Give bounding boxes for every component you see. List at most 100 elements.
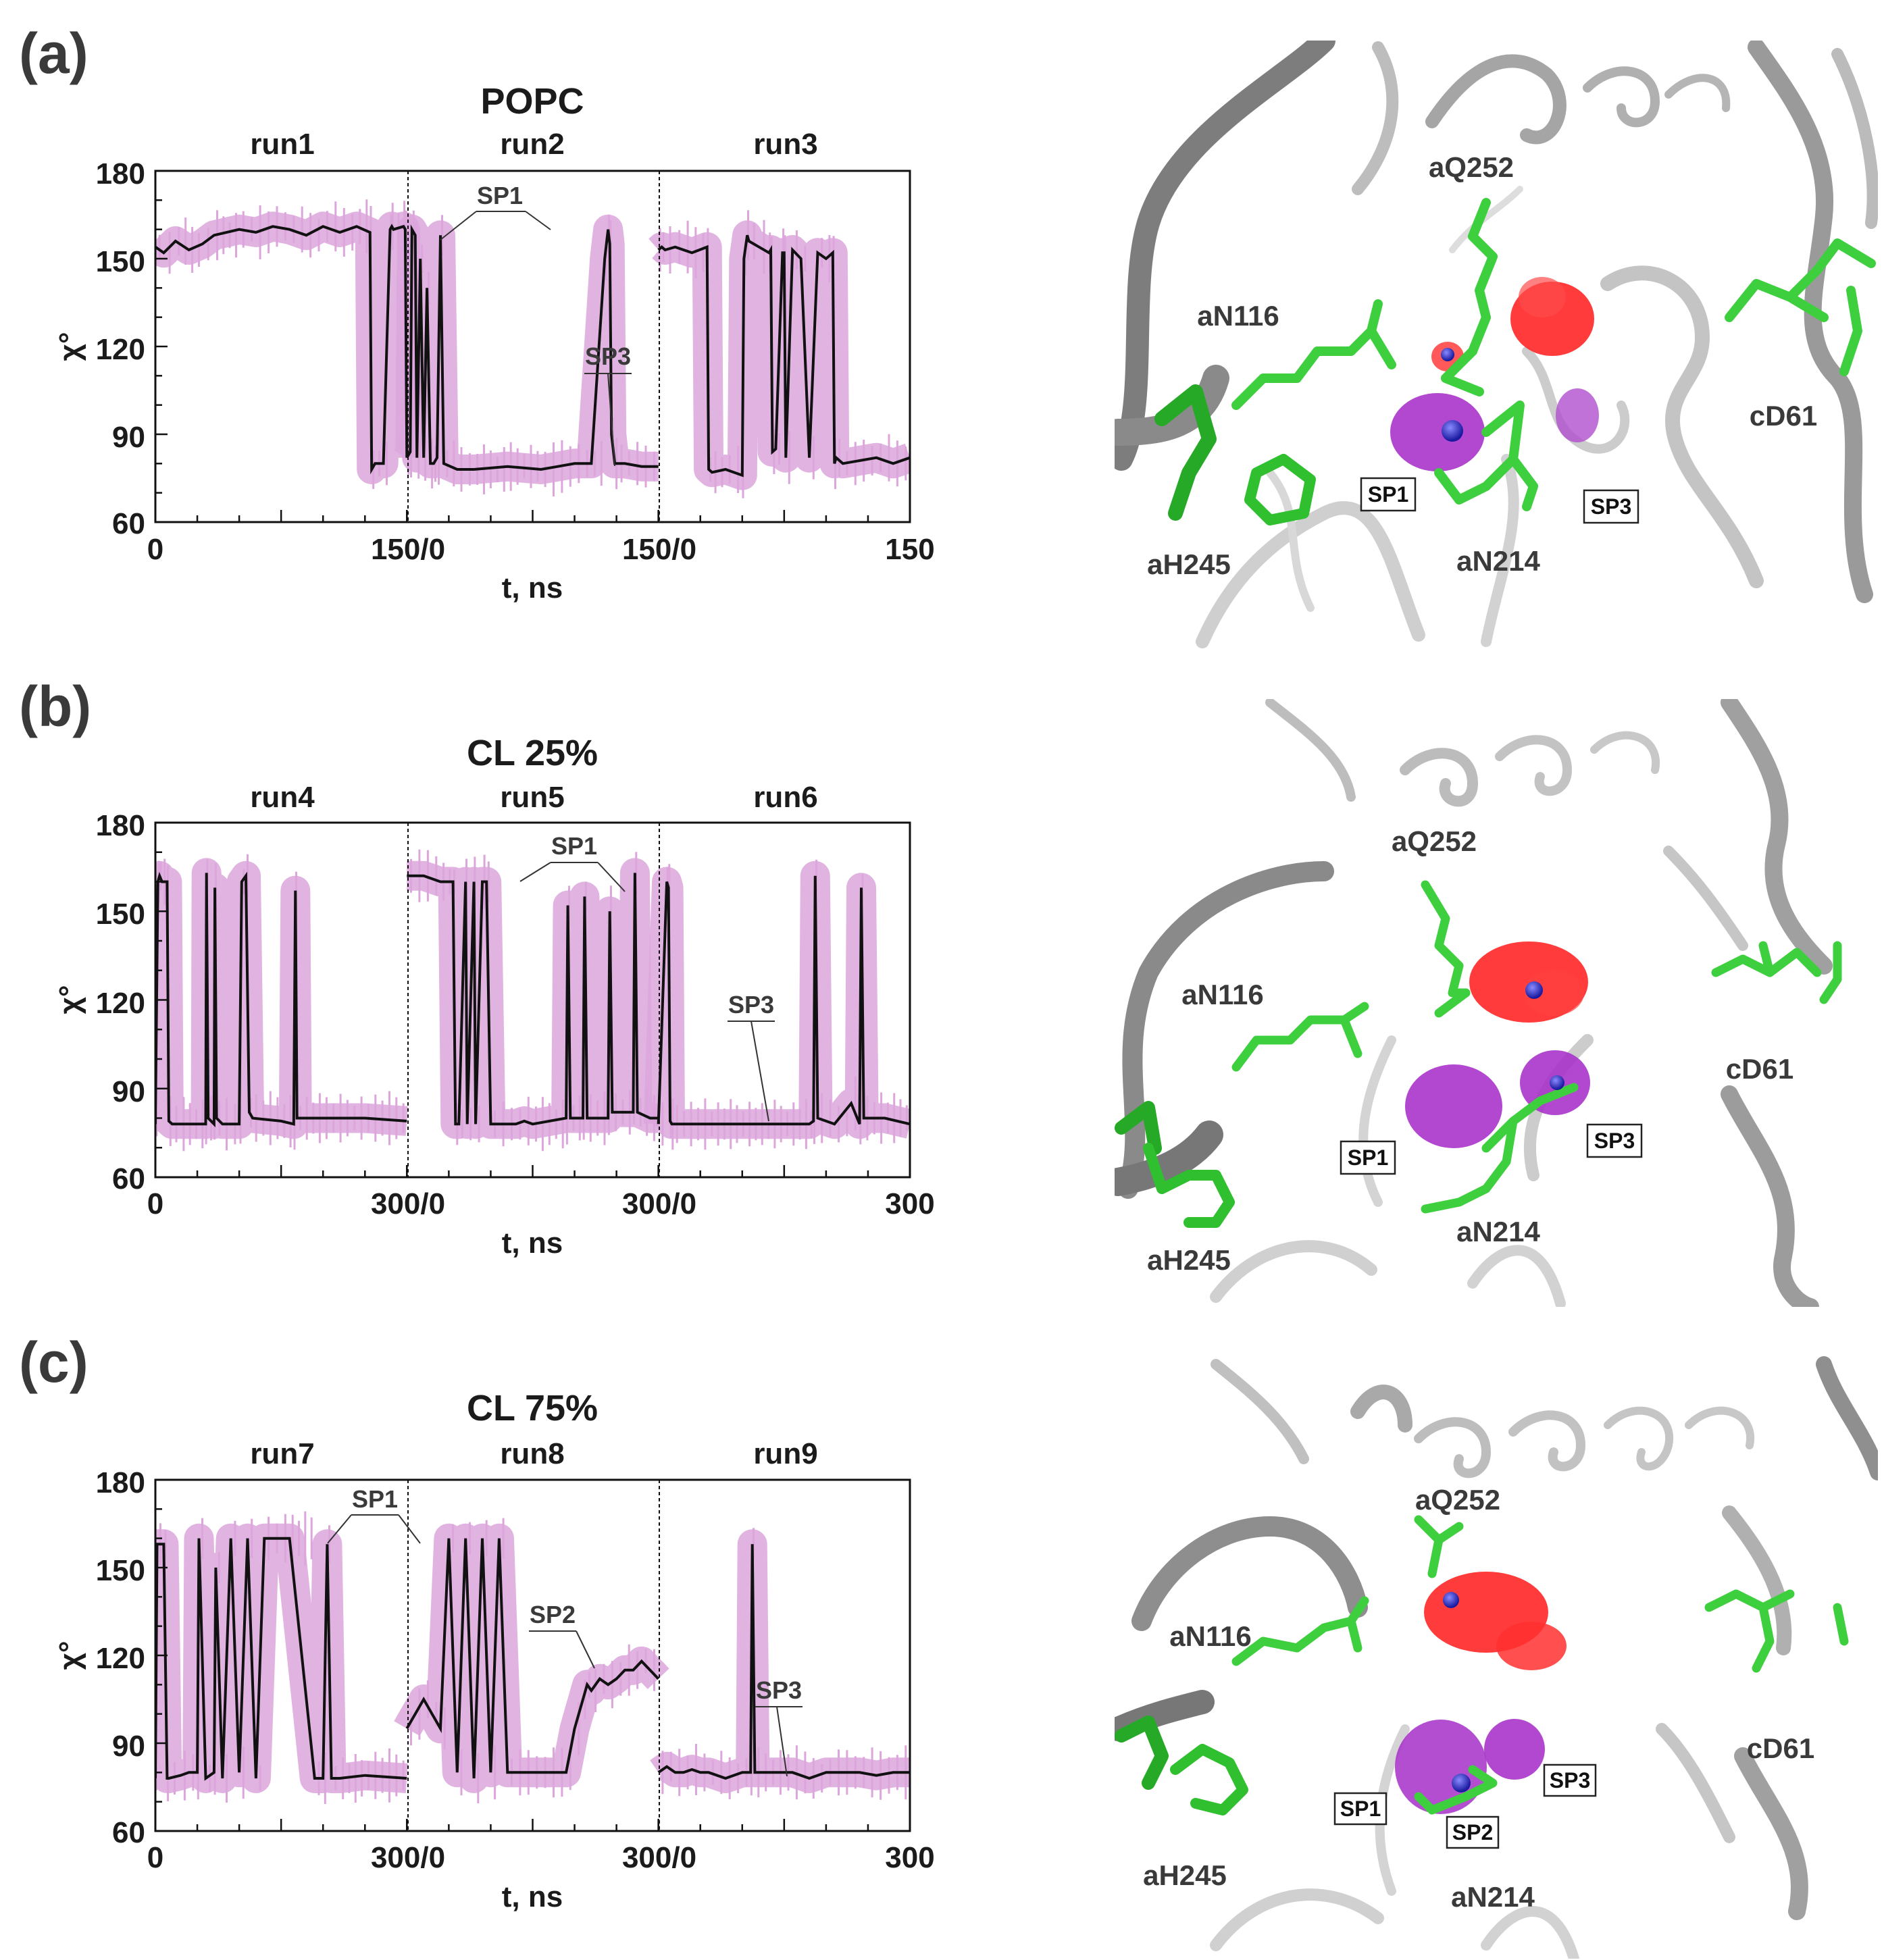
annotation-sp1-a: SP1 [440, 182, 551, 240]
series-line-run4 [155, 871, 407, 1128]
xtick-300-0b: 300/0 [622, 1841, 696, 1874]
xtick-300: 300 [885, 1841, 934, 1874]
noise-band-b [155, 849, 910, 1152]
xtick-300-0: 300/0 [371, 1187, 445, 1220]
svg-text:SP1: SP1 [1348, 1145, 1388, 1170]
ticks-c [154, 1478, 911, 1832]
noise-band-run6 [643, 860, 910, 1139]
label-aq252: aQ252 [1429, 151, 1514, 183]
panel-letter-b: (b) [19, 675, 91, 738]
chart-title-a: POPC [480, 81, 584, 122]
ion-sphere [1443, 1592, 1459, 1608]
noise-band-a [155, 199, 910, 498]
xtick-0: 0 [147, 533, 163, 566]
svg-text:SP3: SP3 [1550, 1768, 1590, 1793]
ytick-180: 180 [96, 809, 145, 842]
ion-sphere [1550, 1075, 1564, 1090]
svg-text:SP1: SP1 [1368, 482, 1408, 507]
trace-group-b [155, 871, 910, 1128]
protein-ribbons [1115, 41, 1878, 648]
ytick-120: 120 [96, 1642, 145, 1675]
series-line-run7 [155, 1537, 407, 1781]
noise-band-run5 [407, 858, 665, 1139]
run-label-1: run1 [250, 128, 314, 161]
residue-sticks [1115, 880, 1842, 1228]
svg-text:SP3: SP3 [585, 342, 631, 370]
ytick-180: 180 [96, 1466, 145, 1499]
xtick-0: 0 [147, 1187, 163, 1220]
run-label-2: run2 [500, 128, 564, 161]
annotation-sp1-b: SP1 [519, 832, 626, 892]
chart-title-c: CL 75% [467, 1388, 598, 1428]
svg-text:SP3: SP3 [728, 991, 774, 1018]
cloud-red [1424, 1572, 1567, 1670]
run-label-4: run4 [250, 781, 315, 814]
label-aq252: aQ252 [1415, 1484, 1500, 1516]
site-box-sp3: SP3 [1586, 1123, 1643, 1158]
xtick-0: 0 [147, 1841, 163, 1874]
label-an116: aN116 [1169, 1620, 1251, 1652]
ytick-150: 150 [96, 245, 145, 278]
trace-group-c [155, 1537, 910, 1781]
ytick-150: 150 [96, 1554, 145, 1587]
annotation-sp3-c: SP3 [755, 1676, 803, 1777]
panel-c: (c) CL 75% run7 run8 run9 180 150 120 90… [19, 1331, 935, 1913]
label-an214: aN214 [1456, 1216, 1540, 1247]
xtick-300-0: 300/0 [371, 1841, 445, 1874]
site-box-sp1: SP1 [1360, 477, 1417, 512]
xtick-150-0: 150/0 [371, 533, 445, 566]
annotation-sp3-a: SP3 [584, 342, 632, 467]
ticks-a [154, 170, 911, 523]
annotation-sp1-c: SP1 [327, 1485, 421, 1544]
ytick-90: 90 [112, 1730, 145, 1763]
ytick-180: 180 [96, 157, 145, 190]
ytick-90: 90 [112, 1075, 145, 1108]
run-label-5: run5 [500, 781, 564, 814]
ion-sphere [1452, 1774, 1471, 1793]
svg-text:SP1: SP1 [352, 1485, 398, 1513]
panel-a: (a) POPC run1 run2 run3 180 150 120 90 6… [19, 22, 935, 604]
ytick-120: 120 [96, 333, 145, 366]
residue-sticks [1115, 1515, 1849, 1815]
ticks-b [154, 821, 911, 1179]
svg-text:SP3: SP3 [756, 1676, 802, 1704]
ion-sphere [1442, 420, 1463, 442]
xtick-150-0b: 150/0 [622, 533, 696, 566]
label-aq252: aQ252 [1392, 825, 1477, 857]
noise-band-c [155, 1511, 910, 1804]
label-an214: aN214 [1451, 1881, 1535, 1913]
protein-ribbons [1115, 1356, 1878, 1959]
x-axis-label-a: t, ns [502, 571, 563, 604]
site-box-sp1: SP1 [1340, 1140, 1396, 1175]
label-cd61: cD61 [1750, 400, 1817, 432]
label-an116: aN116 [1181, 979, 1263, 1010]
svg-text:SP1: SP1 [1340, 1797, 1381, 1821]
noise-band-run7 [155, 1523, 408, 1793]
panel-letter-a: (a) [19, 22, 88, 85]
series-line-run9 [657, 1544, 910, 1780]
ion-sphere [1441, 348, 1454, 361]
svg-text:SP2: SP2 [530, 1601, 576, 1628]
svg-text:SP1: SP1 [551, 832, 597, 860]
svg-text:SP2: SP2 [1452, 1820, 1493, 1845]
series-line-run8 [405, 1538, 660, 1779]
y-axis-label-a: χ° [53, 332, 86, 361]
ytick-60: 60 [112, 1816, 145, 1849]
series-line-run3 [657, 234, 910, 478]
run-label-8: run8 [500, 1437, 564, 1470]
label-an116: aN116 [1197, 300, 1279, 332]
ytick-90: 90 [112, 421, 145, 454]
site-box-sp1: SP1 [1333, 1792, 1387, 1826]
x-axis-label-b: t, ns [502, 1227, 563, 1260]
structure-render-a: aQ252 aN116 aH245 aN214 cD61 SP1 SP3 [1115, 41, 1878, 648]
structure-render-b: aQ252 aN116 aH245 aN214 cD61 SP1 SP3 [1115, 699, 1842, 1307]
run-label-6: run6 [753, 781, 817, 814]
run-label-9: run9 [753, 1437, 817, 1470]
svg-text:SP3: SP3 [1591, 494, 1631, 519]
panel-b: (b) CL 25% run4 run5 run6 180 150 120 90… [19, 675, 935, 1260]
residue-sticks [1154, 198, 1876, 525]
label-cd61: cD61 [1747, 1732, 1814, 1764]
structure-render-c: aQ252 aN116 aH245 aN214 cD61 SP1 SP2 SP3 [1115, 1356, 1878, 1959]
ion-sphere [1525, 981, 1543, 999]
x-axis-label-c: t, ns [502, 1880, 563, 1913]
